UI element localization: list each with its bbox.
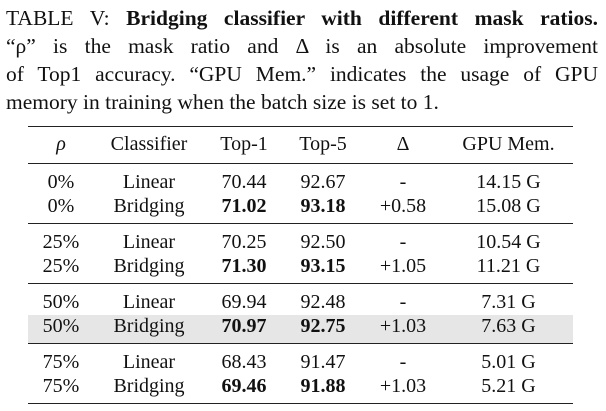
cell-top5: 93.15 xyxy=(300,254,346,277)
table-caption: TABLE V: Bridging classifier with differ… xyxy=(6,4,598,116)
cell-top5: 92.48 xyxy=(300,291,346,313)
cell-gpu-mem: 7.63 G xyxy=(444,314,573,344)
cell-classifier: Bridging xyxy=(113,194,185,217)
table-group-3: 75% Linear 68.43 91.47 - 5.01 G 75% Brid… xyxy=(28,343,573,404)
caption-line-3: of Top1 accuracy. “GPU Mem.” indicates t… xyxy=(6,62,598,86)
cell-rho: 25% xyxy=(42,254,80,277)
cell-delta: +1.03 xyxy=(379,374,427,397)
cell-gpu-mem: 5.01 G xyxy=(481,351,536,373)
cell-delta: - xyxy=(399,231,407,253)
cell-delta: +1.03 xyxy=(362,314,444,344)
table-row: 0% Linear 70.44 92.67 - 14.15 G xyxy=(28,164,573,195)
table-group-2: 50% Linear 69.94 92.48 - 7.31 G 50% Brid… xyxy=(28,283,573,344)
cell-rho: 75% xyxy=(42,374,80,397)
cell-gpu-mem: 7.31 G xyxy=(481,291,536,313)
cell-top5: 91.47 xyxy=(300,351,346,373)
cell-gpu-mem: 10.54 G xyxy=(476,231,541,253)
cell-rho: 75% xyxy=(42,351,80,373)
cell-classifier: Bridging xyxy=(113,374,185,397)
caption-title: Bridging classifier with different mask … xyxy=(126,6,599,30)
cell-delta: +1.05 xyxy=(379,254,427,277)
cell-top1: 70.97 xyxy=(204,314,284,344)
cell-rho: 0% xyxy=(47,171,75,193)
cell-top5: 92.75 xyxy=(284,314,362,344)
cell-top1: 71.02 xyxy=(221,194,267,217)
table-row: 25% Linear 70.25 92.50 - 10.54 G xyxy=(28,224,573,255)
header-top5: Top-5 xyxy=(299,133,347,155)
cell-top5: 91.88 xyxy=(300,374,346,397)
cell-delta: - xyxy=(399,171,407,193)
cell-top1: 70.25 xyxy=(221,231,267,253)
cell-classifier: Linear xyxy=(122,291,176,313)
table-row: 50% Linear 69.94 92.48 - 7.31 G xyxy=(28,284,573,315)
cell-rho: 0% xyxy=(47,194,75,217)
table-row-highlighted: 50% Bridging 70.97 92.75 +1.03 7.63 G xyxy=(28,314,573,344)
cell-rho: 50% xyxy=(42,291,80,313)
caption-label: TABLE V: xyxy=(6,6,110,30)
cell-classifier: Bridging xyxy=(113,254,185,277)
cell-classifier: Linear xyxy=(122,171,176,193)
cell-classifier: Linear xyxy=(122,351,176,373)
table-row: 75% Linear 68.43 91.47 - 5.01 G xyxy=(28,344,573,375)
cell-gpu-mem: 5.21 G xyxy=(481,374,536,397)
cell-top5: 92.50 xyxy=(300,231,346,253)
table-group-1: 25% Linear 70.25 92.50 - 10.54 G 25% Bri… xyxy=(28,223,573,284)
cell-top1: 70.44 xyxy=(221,171,267,193)
results-table-container: ρ Classifier Top-1 Top-5 Δ GPU Mem. 0% L… xyxy=(28,126,573,404)
cell-rho: 25% xyxy=(42,231,80,253)
cell-top1: 69.46 xyxy=(221,374,267,397)
cell-classifier: Bridging xyxy=(94,314,204,344)
cell-gpu-mem: 11.21 G xyxy=(476,254,541,277)
cell-delta: +0.58 xyxy=(379,194,427,217)
table-row: 0% Bridging 71.02 93.18 +0.58 15.08 G xyxy=(28,195,573,224)
header-rho: ρ xyxy=(56,133,66,155)
table-group-0: 0% Linear 70.44 92.67 - 14.15 G 0% Bridg… xyxy=(28,163,573,224)
cell-rho: 50% xyxy=(28,314,94,344)
cell-gpu-mem: 14.15 G xyxy=(476,171,541,193)
cell-classifier: Linear xyxy=(122,231,176,253)
caption-line-4: memory in training when the batch size i… xyxy=(6,90,439,114)
cell-top1: 68.43 xyxy=(221,351,267,373)
header-delta: Δ xyxy=(396,133,410,155)
caption-line-2: “ρ” is the mask ratio and Δ is an absolu… xyxy=(6,34,598,58)
cell-delta: - xyxy=(399,291,407,313)
table-header-row: ρ Classifier Top-1 Top-5 Δ GPU Mem. xyxy=(28,126,573,164)
cell-top5: 92.67 xyxy=(300,171,346,193)
header-top1: Top-1 xyxy=(220,133,268,155)
cell-top5: 93.18 xyxy=(300,194,346,217)
cell-top1: 69.94 xyxy=(221,291,267,313)
table-row: 25% Bridging 71.30 93.15 +1.05 11.21 G xyxy=(28,255,573,284)
cell-top1: 71.30 xyxy=(221,254,267,277)
table-row: 75% Bridging 69.46 91.88 +1.03 5.21 G xyxy=(28,375,573,404)
header-classifier: Classifier xyxy=(110,133,188,155)
results-table: ρ Classifier Top-1 Top-5 Δ GPU Mem. 0% L… xyxy=(28,126,573,404)
header-gpu-mem: GPU Mem. xyxy=(462,133,555,155)
cell-delta: - xyxy=(399,351,407,373)
cell-gpu-mem: 15.08 G xyxy=(476,194,541,217)
caption-line-1: TABLE V: Bridging classifier with differ… xyxy=(6,4,598,32)
